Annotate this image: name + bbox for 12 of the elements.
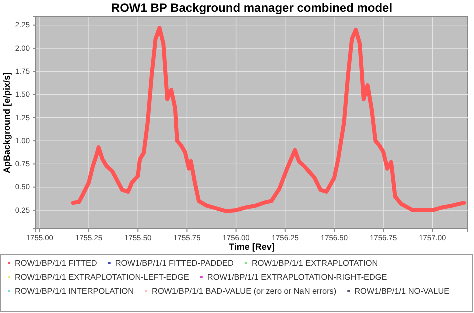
y-axis-title: ApBackground [e/pix/s] — [2, 72, 12, 174]
legend-label: ROW1/BP/1/1 EXTRAPLOTATION-LEFT-EDGE — [15, 273, 190, 282]
x-axis-title: Time [Rev] — [229, 242, 275, 252]
legend-label: ROW1/BP/1/1 EXTRAPLOTATION-RIGHT-EDGE — [207, 273, 388, 282]
line-series — [71, 26, 466, 214]
chart-title: ROW1 BP Background manager combined model — [111, 1, 393, 15]
legend-label: ROW1/BP/1/1 EXTRAPLOTATION — [252, 259, 378, 268]
legend-label: ROW1/BP/1/1 NO-VALUE — [354, 287, 450, 296]
legend-label: ROW1/BP/1/1 FITTED-PADDED — [115, 259, 234, 268]
legend-label: ROW1/BP/1/1 BAD-VALUE (or zero or NaN errors) — [152, 287, 337, 296]
legend-label: ROW1/BP/1/1 INTERPOLATION — [15, 287, 134, 296]
legend-label: ROW1/BP/1/1 FITTED — [15, 259, 98, 268]
